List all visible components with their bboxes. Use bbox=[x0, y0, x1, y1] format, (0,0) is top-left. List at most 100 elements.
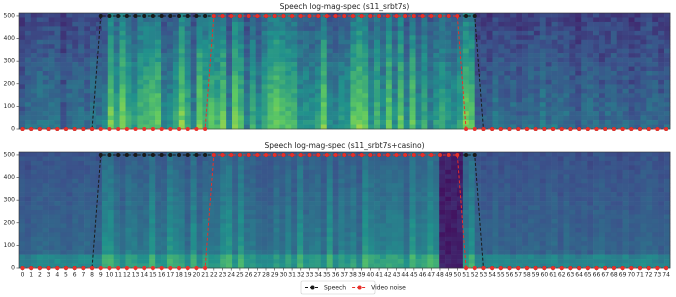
spectrogram-cell bbox=[327, 219, 333, 224]
spectrogram-cell bbox=[433, 107, 439, 112]
spectrogram-cell bbox=[297, 53, 303, 58]
spectrogram-cell bbox=[652, 13, 658, 18]
spectrogram-cell bbox=[309, 170, 315, 175]
spectrogram-cell bbox=[315, 75, 321, 80]
spectrogram-cell bbox=[356, 120, 362, 125]
spectrogram-cell bbox=[333, 188, 339, 193]
series-marker bbox=[342, 14, 346, 18]
spectrogram-cell bbox=[232, 89, 238, 94]
spectrogram-cell bbox=[410, 49, 416, 54]
spectrogram-cell bbox=[202, 107, 208, 112]
spectrogram-cell bbox=[297, 214, 303, 219]
spectrogram-cell bbox=[398, 174, 404, 179]
spectrogram-cell bbox=[220, 17, 226, 22]
spectrogram-cell bbox=[380, 35, 386, 40]
spectrogram-cell bbox=[374, 17, 380, 22]
spectrogram-cell bbox=[250, 223, 256, 228]
spectrogram-cell bbox=[78, 53, 84, 58]
spectrogram-cell bbox=[202, 197, 208, 202]
spectrogram-cell bbox=[149, 102, 155, 107]
spectrogram-cell bbox=[220, 201, 226, 206]
spectrogram-cell bbox=[410, 116, 416, 121]
spectrogram-cell bbox=[120, 192, 126, 197]
spectrogram-cell bbox=[55, 241, 61, 246]
spectrogram-cell bbox=[60, 58, 66, 63]
spectrogram-cell bbox=[291, 35, 297, 40]
spectrogram-cell bbox=[31, 67, 37, 72]
spectrogram-cell bbox=[522, 13, 528, 18]
spectrogram-cell bbox=[445, 228, 451, 233]
spectrogram-cell bbox=[297, 31, 303, 36]
spectrogram-cell bbox=[126, 22, 132, 27]
spectrogram-cell bbox=[617, 44, 623, 49]
spectrogram-cell bbox=[268, 197, 274, 202]
spectrogram-cell bbox=[226, 116, 232, 121]
spectrogram-cell bbox=[350, 246, 356, 251]
spectrogram-cell bbox=[581, 111, 587, 116]
spectrogram-cell bbox=[126, 49, 132, 54]
spectrogram-cell bbox=[279, 237, 285, 242]
spectrogram-cell bbox=[131, 120, 137, 125]
spectrogram-cell bbox=[102, 241, 108, 246]
spectrogram-cell bbox=[78, 237, 84, 242]
spectrogram-cell bbox=[522, 17, 528, 22]
spectrogram-cell bbox=[569, 58, 575, 63]
spectrogram-cell bbox=[303, 192, 309, 197]
spectrogram-cell bbox=[427, 170, 433, 175]
spectrogram-cell bbox=[321, 156, 327, 161]
spectrogram-cell bbox=[581, 107, 587, 112]
spectrogram-cell bbox=[238, 223, 244, 228]
spectrogram-cell bbox=[587, 26, 593, 31]
spectrogram-cell bbox=[72, 197, 78, 202]
spectrogram-cell bbox=[238, 53, 244, 58]
spectrogram-cell bbox=[31, 214, 37, 219]
spectrogram-cell bbox=[244, 67, 250, 72]
spectrogram-cell bbox=[78, 75, 84, 80]
spectrogram-cell bbox=[250, 102, 256, 107]
spectrogram-cell bbox=[374, 165, 380, 170]
spectrogram-cell bbox=[262, 179, 268, 184]
spectrogram-cell bbox=[149, 259, 155, 264]
spectrogram-cell bbox=[392, 201, 398, 206]
spectrogram-cell bbox=[84, 174, 90, 179]
spectrogram-cell bbox=[599, 44, 605, 49]
spectrogram-cell bbox=[49, 161, 55, 166]
spectrogram-cell bbox=[143, 40, 149, 45]
spectrogram-cell bbox=[72, 241, 78, 246]
spectrogram-cell bbox=[25, 111, 31, 116]
spectrogram-cell bbox=[368, 62, 374, 67]
spectrogram-cell bbox=[398, 31, 404, 36]
spectrogram-cell bbox=[214, 53, 220, 58]
spectrogram-cell bbox=[611, 80, 617, 85]
spectrogram-cell bbox=[137, 49, 143, 54]
spectrogram-cell bbox=[102, 152, 108, 157]
spectrogram-cell bbox=[427, 250, 433, 255]
spectrogram-cell bbox=[487, 84, 493, 89]
spectrogram-cell bbox=[333, 228, 339, 233]
spectrogram-cell bbox=[66, 84, 72, 89]
spectrogram-cell bbox=[350, 165, 356, 170]
spectrogram-cell bbox=[492, 84, 498, 89]
spectrogram-cell bbox=[297, 264, 303, 269]
spectrogram-cell bbox=[410, 22, 416, 27]
spectrogram-cell bbox=[78, 170, 84, 175]
spectrogram-cell bbox=[96, 120, 102, 125]
spectrogram-cell bbox=[575, 67, 581, 72]
spectrogram-cell bbox=[386, 219, 392, 224]
spectrogram-cell bbox=[433, 232, 439, 237]
spectrogram-cell bbox=[593, 67, 599, 72]
spectrogram-cell bbox=[279, 241, 285, 246]
spectrogram-cell bbox=[658, 75, 664, 80]
spectrogram-cell bbox=[214, 192, 220, 197]
spectrogram-cell bbox=[173, 192, 179, 197]
spectrogram-cell bbox=[427, 93, 433, 98]
spectrogram-cell bbox=[19, 13, 25, 18]
spectrogram-cell bbox=[439, 156, 445, 161]
spectrogram-cell bbox=[575, 53, 581, 58]
spectrogram-cell bbox=[374, 22, 380, 27]
spectrogram-cell bbox=[321, 67, 327, 72]
spectrogram-cell bbox=[587, 31, 593, 36]
spectrogram-cell bbox=[244, 58, 250, 63]
spectrogram-cell bbox=[226, 174, 232, 179]
spectrogram-cell bbox=[593, 75, 599, 80]
